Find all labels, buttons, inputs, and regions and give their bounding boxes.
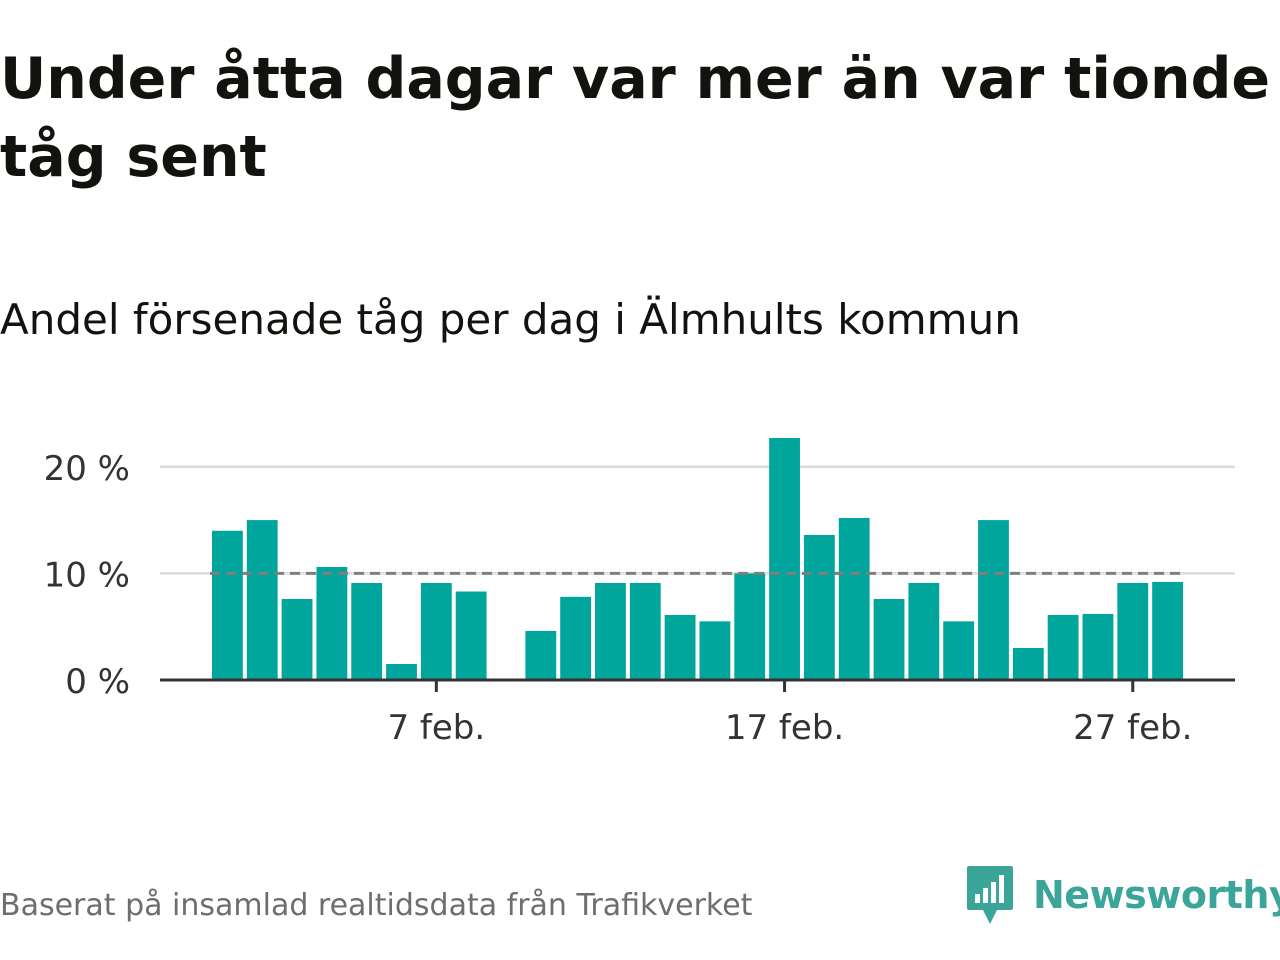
bar [351,582,383,680]
bar [629,582,661,680]
bar [664,614,696,680]
bar [560,596,592,680]
bar [420,582,452,680]
bar [1117,582,1149,680]
bar [525,630,557,680]
bar [1047,614,1079,680]
bar [908,582,940,680]
brand-name: Newsworthy [1033,873,1280,917]
bar [734,573,766,680]
bar [978,520,1009,680]
x-tick-label: 7 feb. [387,708,485,748]
bar [943,621,975,680]
bar [316,566,348,680]
bar [1012,648,1044,680]
newsworthy-logo-icon [967,866,1013,924]
bar [769,438,800,680]
y-tick-label: 0 % [65,662,130,702]
bar [803,535,835,680]
bar [246,520,278,680]
bar [873,598,905,680]
bar [281,598,313,680]
bar [1082,613,1114,680]
bar [838,517,870,680]
chart-subtitle: Andel försenade tåg per dag i Älmhults k… [0,295,1021,344]
bar [386,664,417,680]
axes: 0 % 10 % 20 % 7 feb. 17 feb. 27 feb. [44,449,1235,748]
bar [212,530,243,680]
brand-logo: Newsworthy [965,864,1280,926]
y-tick-label: 20 % [44,449,130,489]
bar [595,582,626,680]
grid-lines [160,465,1235,575]
bars [212,438,1183,680]
y-tick-label: 10 % [44,555,130,595]
bar [699,621,731,680]
bar [1152,581,1183,680]
x-tick-label: 27 feb. [1073,708,1192,748]
chart-title: Under åtta dagar var mer än var tionde t… [0,46,1271,190]
bar-chart: 0 % 10 % 20 % 7 feb. 17 feb. 27 feb. [44,438,1235,748]
source-note: Baserat på insamlad realtidsdata från Tr… [0,888,753,923]
x-tick-label: 17 feb. [725,708,844,748]
bar [455,591,487,680]
